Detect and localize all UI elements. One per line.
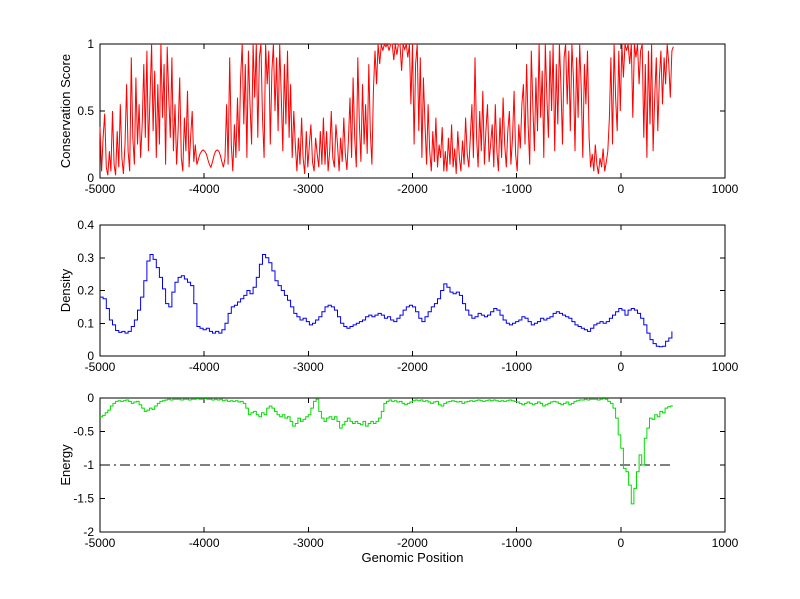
x-tick-label: 1000 bbox=[712, 536, 739, 550]
y-tick-label: -0.5 bbox=[73, 425, 94, 439]
x-tick-label: -2000 bbox=[397, 360, 428, 374]
subplot-density: -5000 -4000 -3000 -2000 -1000 0 1000 0 0.1 0.2 0.3… bbox=[58, 218, 739, 374]
subplot-energy: -5000 -4000 -3000 -2000 -1000 0 1000 -2 -1.5 -1 -0… bbox=[58, 391, 739, 565]
x-tick-label: 1000 bbox=[712, 360, 739, 374]
x-tick-label: -5000 bbox=[85, 182, 116, 196]
x-tick-label: -1000 bbox=[501, 536, 532, 550]
x-tick-label: 0 bbox=[617, 182, 624, 196]
y-tick-label: -2 bbox=[83, 525, 94, 539]
y-tick-label: 1 bbox=[87, 37, 94, 51]
x-tick-label: -1000 bbox=[501, 360, 532, 374]
x-tick-label: -5000 bbox=[85, 536, 116, 550]
x-tick-label: 0 bbox=[617, 536, 624, 550]
x-tick-label: 0 bbox=[617, 360, 624, 374]
subplot-conservation: -5000 -4000 -3000 -2000 -1000 0 1000 0 0.5 1 Conse… bbox=[58, 37, 739, 196]
y-tick-label: 0.5 bbox=[77, 104, 94, 118]
x-axis-label: Genomic Position bbox=[362, 550, 464, 565]
y-tick-label: 0 bbox=[87, 171, 94, 185]
x-tick-label: -3000 bbox=[293, 182, 324, 196]
y-tick-label: 0.4 bbox=[77, 218, 94, 232]
y-axis-label-density: Density bbox=[58, 268, 73, 312]
series-line-conservation-score bbox=[99, 42, 674, 176]
x-tick-label: -4000 bbox=[189, 182, 220, 196]
x-tick-label: -3000 bbox=[293, 360, 324, 374]
y-tick-label: 0.2 bbox=[77, 284, 94, 298]
y-tick-label: 0.1 bbox=[77, 316, 94, 330]
axes-box bbox=[99, 397, 726, 533]
x-tick-label: -5000 bbox=[85, 360, 116, 374]
x-tick-label: -4000 bbox=[189, 360, 220, 374]
y-tick-label: 0 bbox=[87, 349, 94, 363]
series-line-density bbox=[100, 254, 673, 348]
y-tick-label: 0.3 bbox=[77, 251, 94, 265]
y-tick-label: 0 bbox=[87, 391, 94, 405]
y-tick-label: -1 bbox=[83, 458, 94, 472]
x-tick-label: -2000 bbox=[397, 182, 428, 196]
x-tick-label: -4000 bbox=[189, 536, 220, 550]
y-axis-label-conservation: Conservation Score bbox=[58, 54, 73, 168]
y-tick-label: -1.5 bbox=[73, 492, 94, 506]
x-tick-label: -2000 bbox=[397, 536, 428, 550]
x-tick-label: 1000 bbox=[712, 182, 739, 196]
y-axis-label-energy: Energy bbox=[58, 444, 73, 486]
x-tick-label: -1000 bbox=[501, 182, 532, 196]
series-line-energy bbox=[100, 398, 673, 505]
x-tick-label: -3000 bbox=[293, 536, 324, 550]
